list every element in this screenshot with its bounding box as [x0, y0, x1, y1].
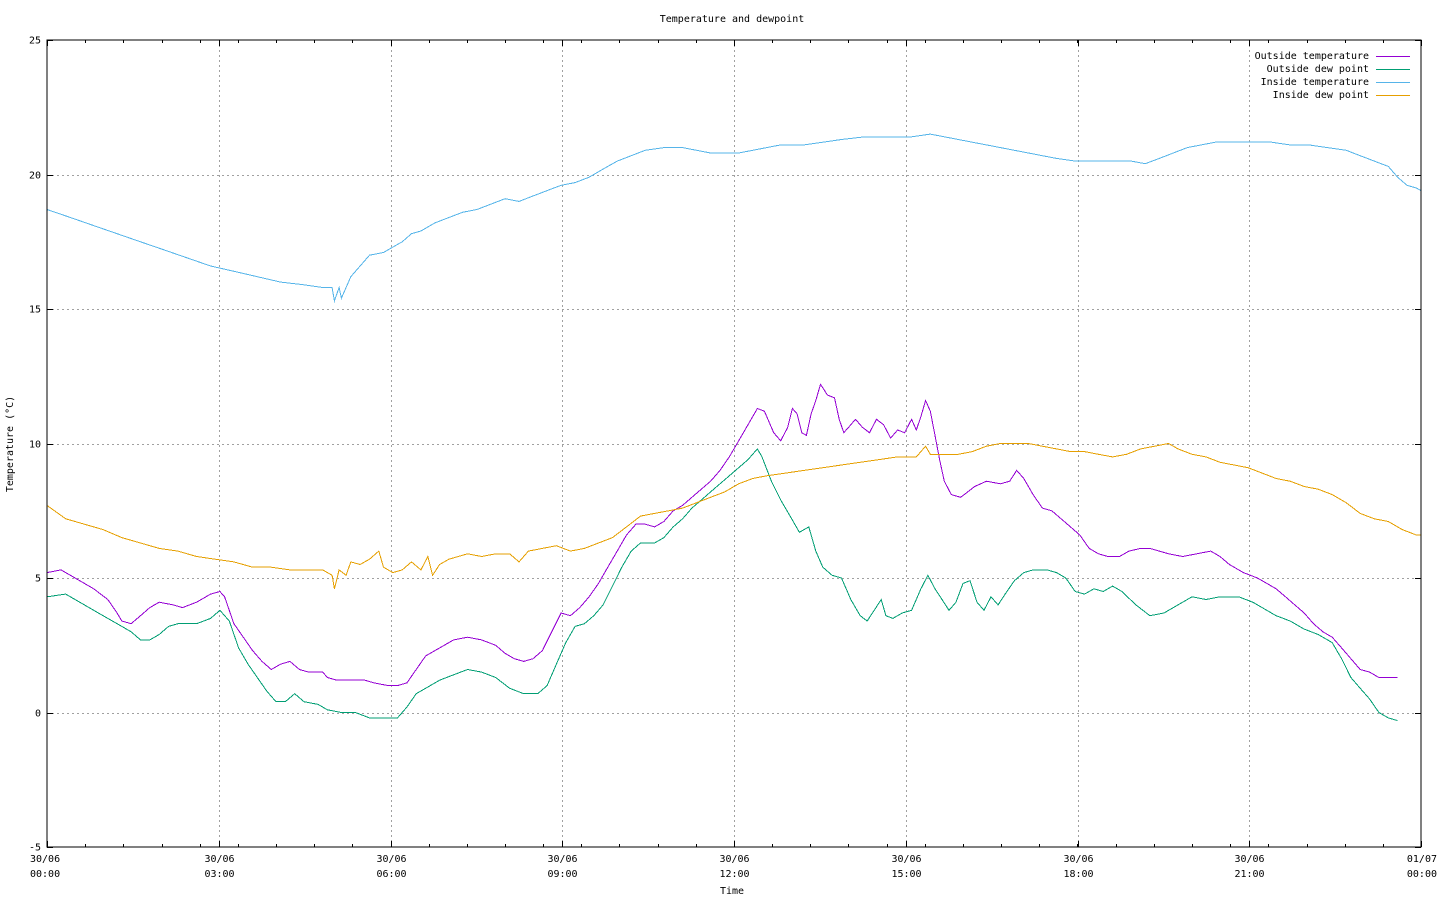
- axes: -5 0 5 10 15 20 25 30/06 00:00 30/06 03:00 30/06 06:…: [29, 36, 1437, 881]
- x-tick-time: 15:00: [891, 869, 921, 880]
- x-tick-date: 30/06: [30, 854, 60, 865]
- x-tick-time: 06:00: [376, 869, 406, 880]
- gridlines: [47, 40, 1421, 847]
- series-line-1: [46, 383, 1398, 687]
- series-line-4: [46, 442, 1421, 589]
- legend: Outside temperature Outside dew point Insi…: [1255, 51, 1410, 101]
- x-tick-date: 30/06: [1063, 854, 1093, 865]
- y-tick-label: 25: [29, 36, 41, 47]
- chart-title: Temperature and dewpoint: [660, 14, 805, 25]
- x-tick-time: 03:00: [204, 869, 234, 880]
- x-tick-date: 01/07: [1407, 854, 1437, 865]
- x-tick-date: 30/06: [719, 854, 749, 865]
- y-tick-label: 15: [29, 305, 41, 316]
- y-tick-label: 10: [29, 440, 41, 451]
- y-axis-label: Temperature (°C): [5, 396, 16, 492]
- series-lines: [46, 133, 1422, 722]
- y-tick-label: 20: [29, 171, 41, 182]
- x-tick-date: 30/06: [1234, 854, 1264, 865]
- y-tick-label: 5: [35, 574, 41, 585]
- series-line-3: [46, 133, 1422, 303]
- legend-label: Inside temperature: [1261, 77, 1369, 88]
- x-tick-time: 21:00: [1234, 869, 1264, 880]
- legend-label: Inside dew point: [1273, 90, 1369, 101]
- x-tick-date: 30/06: [204, 854, 234, 865]
- x-tick-time: 18:00: [1063, 869, 1093, 880]
- x-tick-date: 30/06: [376, 854, 406, 865]
- series-line-2: [46, 448, 1398, 722]
- x-tick-time: 00:00: [1407, 869, 1437, 880]
- x-tick-time: 12:00: [719, 869, 749, 880]
- x-tick-time: 09:00: [547, 869, 577, 880]
- x-tick-date: 30/06: [891, 854, 921, 865]
- y-tick-label: -5: [29, 843, 41, 854]
- x-tick-time: 00:00: [30, 869, 60, 880]
- y-tick-label: 0: [35, 709, 41, 720]
- legend-label: Outside temperature: [1255, 51, 1369, 62]
- x-axis-label: Time: [720, 886, 744, 897]
- x-tick-date: 30/06: [547, 854, 577, 865]
- legend-label: Outside dew point: [1267, 64, 1369, 75]
